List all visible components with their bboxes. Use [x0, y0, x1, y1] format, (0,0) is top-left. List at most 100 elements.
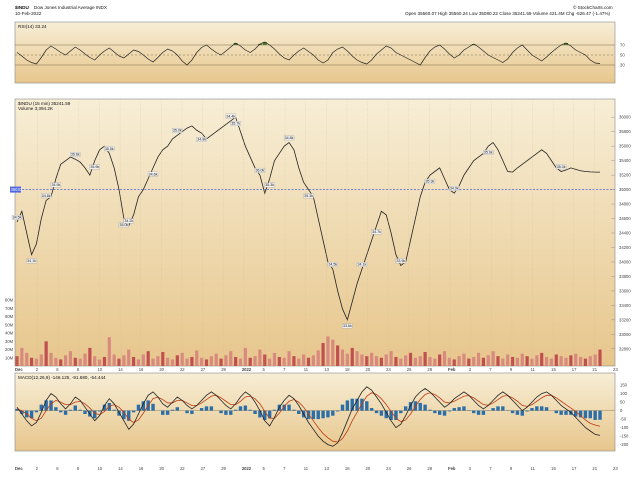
volume-tick-label: 20M [5, 347, 14, 352]
price-annotation: 33.9k [396, 259, 405, 263]
x-tick-label-upper: 10 [97, 367, 102, 372]
macd-histogram-bar [229, 411, 232, 415]
volume-bar [93, 356, 96, 366]
price-tick-label: 36000 [619, 115, 631, 120]
x-tick-label-upper: 9 [510, 367, 513, 372]
volume-bar [287, 351, 290, 366]
macd-histogram-bar [438, 411, 441, 415]
volume-bar [360, 354, 363, 366]
macd-histogram-bar [64, 411, 67, 415]
volume-bar [30, 358, 33, 366]
volume-bar [462, 354, 465, 366]
reference-label: 35033 [11, 187, 23, 192]
volume-bar [336, 345, 339, 366]
rsi-level-label: 30 [620, 63, 625, 68]
volume-bar [467, 359, 470, 366]
volume-bar [394, 357, 397, 366]
volume-bar [438, 354, 441, 366]
volume-bar [166, 358, 169, 366]
x-tick-label-lower: 11 [304, 466, 309, 471]
macd-histogram-bar [555, 411, 558, 414]
price-panel [15, 99, 615, 366]
volume-bar [526, 356, 529, 366]
volume-bar [550, 359, 553, 366]
x-tick-label-upper: 22 [180, 367, 185, 372]
macd-histogram-bar [317, 411, 320, 420]
volume-bar [234, 357, 237, 366]
volume-bar [292, 356, 295, 366]
macd-tick-label: -100 [620, 425, 629, 430]
macd-histogram-bar [443, 411, 446, 416]
macd-histogram-bar [380, 411, 383, 416]
x-tick-label-upper: 16 [139, 367, 144, 372]
volume-bar [205, 359, 208, 366]
macd-histogram-bar [521, 411, 524, 416]
macd-histogram-bar [472, 411, 475, 414]
x-tick-label-upper: 20 [366, 367, 371, 372]
macd-histogram-bar [336, 411, 339, 412]
volume-tick-label: 70M [5, 306, 14, 311]
macd-histogram-bar [234, 410, 237, 411]
macd-histogram-bar [219, 411, 222, 414]
volume-tick-label: 50M [5, 322, 14, 327]
volume-bar [496, 356, 499, 366]
price-annotation: 35.3k [265, 183, 274, 187]
price-annotation: 35.6k [71, 153, 80, 157]
volume-bar [132, 357, 135, 366]
volume-bar [424, 352, 427, 366]
x-tick-label-lower: 2 [36, 466, 39, 471]
volume-bar [380, 358, 383, 366]
macd-histogram-bar [166, 411, 169, 415]
volume-bar [594, 354, 597, 366]
price-annotation: 34.7k [372, 230, 381, 234]
price-annotation: 34.1k [358, 263, 367, 267]
macd-histogram-bar [593, 411, 596, 420]
macd-histogram-bar [205, 406, 208, 410]
macd-histogram-bar [287, 405, 290, 411]
macd-histogram-bar [74, 406, 77, 411]
macd-histogram-bar [98, 411, 101, 412]
x-tick-label-upper: 20 [159, 367, 164, 372]
price-annotation: 34.5k [328, 263, 337, 267]
volume-bar [574, 354, 577, 366]
macd-histogram-bar [171, 410, 174, 411]
volume-bar [404, 355, 407, 366]
x-tick-label-lower: 13 [324, 466, 329, 471]
macd-histogram-bar [78, 410, 81, 411]
volume-bar [560, 356, 563, 366]
volume-bar [151, 359, 154, 366]
macd-histogram-bar [54, 407, 57, 410]
price-tick-label: 35000 [619, 187, 631, 192]
volume-bar [258, 350, 261, 366]
volume-bar [79, 359, 82, 366]
volume-bar [83, 354, 86, 366]
volume-bar [472, 357, 475, 366]
x-tick-label-lower: 20 [366, 466, 371, 471]
x-tick-label-upper: 6 [56, 367, 59, 372]
price-tick-label: 34800 [619, 202, 631, 207]
macd-histogram-bar [239, 406, 242, 410]
macd-histogram-bar [341, 405, 344, 411]
volume-bar [414, 358, 417, 366]
x-tick-label-lower: 24 [386, 466, 391, 471]
macd-histogram-bar [35, 411, 38, 413]
macd-histogram-bar [530, 408, 533, 411]
price-annotation: 35.3k [426, 180, 435, 184]
volume-bar [482, 358, 485, 366]
volume-bar [521, 354, 524, 366]
volume-bar [283, 358, 286, 366]
macd-histogram-bar [482, 411, 485, 415]
price-tick-label: 35600 [619, 144, 631, 149]
volume-bar [54, 358, 57, 366]
macd-histogram-bar [312, 411, 315, 420]
volume-bar [249, 358, 252, 366]
volume-bar [297, 359, 300, 366]
volume-bar [545, 357, 548, 366]
volume-bar [171, 359, 174, 366]
macd-histogram-bar [511, 411, 514, 414]
volume-bar [88, 348, 91, 366]
x-tick-label-lower: 20 [159, 466, 164, 471]
x-tick-label-lower: 15 [551, 466, 556, 471]
volume-bar [49, 353, 52, 366]
x-tick-label-lower: 29 [221, 466, 226, 471]
